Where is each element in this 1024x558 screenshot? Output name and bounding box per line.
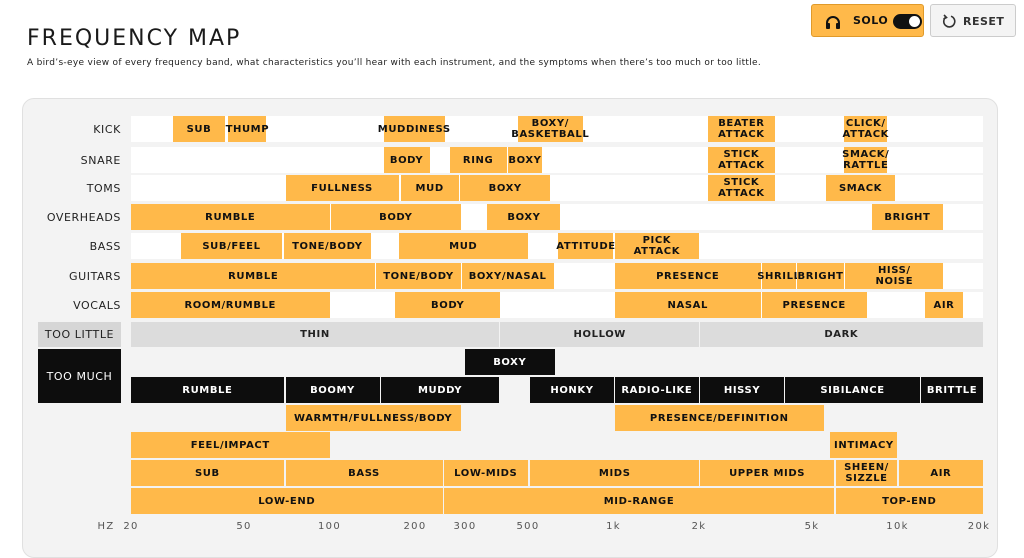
axis-tick-label: 20 xyxy=(123,521,139,532)
band-range[interactable]: SUB xyxy=(131,460,284,486)
axis-tick-label: 500 xyxy=(516,521,540,532)
band-too-little[interactable]: THIN xyxy=(131,322,499,347)
page-title: FREQUENCY MAP xyxy=(27,26,242,51)
band-bass[interactable]: ATTITUDE xyxy=(556,233,615,259)
band-bass[interactable]: TONE/BODY xyxy=(283,233,371,259)
axis-tick-label: 10k xyxy=(886,521,909,532)
axis-tick-label: 1k xyxy=(606,521,621,532)
band-overheads[interactable]: BRIGHT xyxy=(871,204,944,230)
axis-tick-label: 2k xyxy=(691,521,707,532)
band-too-much[interactable]: BRITTLE xyxy=(921,377,983,403)
band-too-much[interactable]: BOXY xyxy=(465,349,555,375)
band-kick[interactable]: SUB xyxy=(172,116,226,142)
band-bass[interactable]: SUB/FEEL xyxy=(181,233,282,259)
band-vocals[interactable]: BODY xyxy=(394,292,501,318)
band-snare[interactable]: STICK ATTACK xyxy=(707,147,775,173)
solo-switch[interactable] xyxy=(893,14,922,29)
band-range[interactable]: WARMTH/FULLNESS/BODY xyxy=(285,405,461,431)
row-label-snare: SNARE xyxy=(80,154,121,167)
axis-tick-label: 100 xyxy=(318,521,341,532)
band-too-much[interactable]: RADIO-LIKE xyxy=(614,377,699,403)
axis-tick-label: 20k xyxy=(967,521,991,532)
band-vocals[interactable]: PRESENCE xyxy=(761,292,867,318)
band-snare[interactable]: SMACK/ RATTLE xyxy=(842,147,890,173)
band-too-much[interactable]: MUDDY xyxy=(381,377,499,403)
band-range[interactable]: INTIMACY xyxy=(830,432,898,458)
axis-prefix: HZ xyxy=(97,521,115,532)
band-guitars[interactable]: BRIGHT xyxy=(796,263,845,289)
row-label-too-much: TOO MUCH xyxy=(38,349,121,403)
row-label-guitars: GUITARS xyxy=(68,270,121,283)
band-guitars[interactable]: HISS/ NOISE xyxy=(845,263,944,289)
band-kick[interactable]: BOXY/ BASKETBALL xyxy=(511,116,590,142)
band-toms[interactable]: SMACK xyxy=(825,175,895,201)
headphones-icon xyxy=(825,14,841,33)
reset-label: RESET xyxy=(963,15,1005,28)
band-kick[interactable]: MUDDINESS xyxy=(378,116,450,142)
row-label-overheads: OVERHEADS xyxy=(46,211,121,224)
band-overheads[interactable]: BODY xyxy=(330,204,461,230)
band-guitars[interactable]: SHRILL xyxy=(757,263,800,289)
row-label-vocals: VOCALS xyxy=(73,299,121,312)
band-vocals[interactable]: ROOM/RUMBLE xyxy=(131,292,330,318)
page-subtitle: A bird’s-eye view of every frequency ban… xyxy=(27,58,762,68)
band-too-little[interactable]: DARK xyxy=(699,322,983,347)
axis-tick-label: 200 xyxy=(403,521,427,532)
band-range[interactable]: FEEL/IMPACT xyxy=(131,432,330,458)
band-vocals[interactable]: AIR xyxy=(925,292,963,318)
band-range[interactable]: SHEEN/ SIZZLE xyxy=(835,460,898,486)
solo-toggle-button[interactable]: SOLO xyxy=(811,4,924,37)
band-guitars[interactable]: TONE/BODY xyxy=(376,263,461,289)
reset-button[interactable]: RESET xyxy=(930,4,1016,37)
band-range[interactable]: AIR xyxy=(898,460,983,486)
band-range[interactable]: MID-RANGE xyxy=(443,488,835,514)
band-overheads[interactable]: RUMBLE xyxy=(131,204,330,230)
reset-icon xyxy=(942,13,956,32)
band-bass[interactable]: MUD xyxy=(398,233,528,259)
axis-tick-label: 300 xyxy=(453,521,477,532)
band-toms[interactable]: BOXY xyxy=(459,175,551,201)
band-toms[interactable]: FULLNESS xyxy=(285,175,399,201)
band-range[interactable]: UPPER MIDS xyxy=(699,460,835,486)
band-toms[interactable]: STICK ATTACK xyxy=(707,175,775,201)
band-snare[interactable]: BODY xyxy=(383,147,430,173)
row-label-kick: KICK xyxy=(93,123,121,136)
row-label-bass: BASS xyxy=(89,240,121,253)
band-range[interactable]: BASS xyxy=(285,460,443,486)
band-range[interactable]: PRESENCE/DEFINITION xyxy=(614,405,824,431)
band-too-much[interactable]: BOOMY xyxy=(285,377,380,403)
band-kick[interactable]: THUMP xyxy=(226,116,269,142)
band-too-much[interactable]: SIBILANCE xyxy=(785,377,920,403)
band-kick[interactable]: CLICK/ ATTACK xyxy=(842,116,890,142)
band-bass[interactable]: PICK ATTACK xyxy=(614,233,699,259)
band-snare[interactable]: BOXY xyxy=(507,147,542,173)
solo-switch-knob xyxy=(909,16,920,27)
row-label-toms: TOMS xyxy=(86,182,121,195)
axis-tick-label: 5k xyxy=(804,521,820,532)
band-vocals[interactable]: NASAL xyxy=(614,292,761,318)
band-too-much[interactable]: RUMBLE xyxy=(131,377,284,403)
band-range[interactable]: LOW-MIDS xyxy=(443,460,528,486)
row-label-too-little: TOO LITTLE xyxy=(38,322,121,347)
band-too-little[interactable]: HOLLOW xyxy=(500,322,699,347)
axis-tick-label: 50 xyxy=(236,521,252,532)
band-overheads[interactable]: BOXY xyxy=(487,204,561,230)
band-too-much[interactable]: HISSY xyxy=(699,377,785,403)
band-range[interactable]: TOP-END xyxy=(835,488,983,514)
band-kick[interactable]: BEATER ATTACK xyxy=(707,116,775,142)
band-range[interactable]: LOW-END xyxy=(131,488,443,514)
band-toms[interactable]: MUD xyxy=(400,175,459,201)
band-guitars[interactable]: BOXY/NASAL xyxy=(461,263,554,289)
band-snare[interactable]: RING xyxy=(449,147,507,173)
band-too-much[interactable]: HONKY xyxy=(530,377,614,403)
solo-label: SOLO xyxy=(853,14,889,27)
row-track-snare xyxy=(131,147,983,173)
band-guitars[interactable]: PRESENCE xyxy=(614,263,761,289)
band-range[interactable]: MIDS xyxy=(530,460,699,486)
band-guitars[interactable]: RUMBLE xyxy=(131,263,376,289)
